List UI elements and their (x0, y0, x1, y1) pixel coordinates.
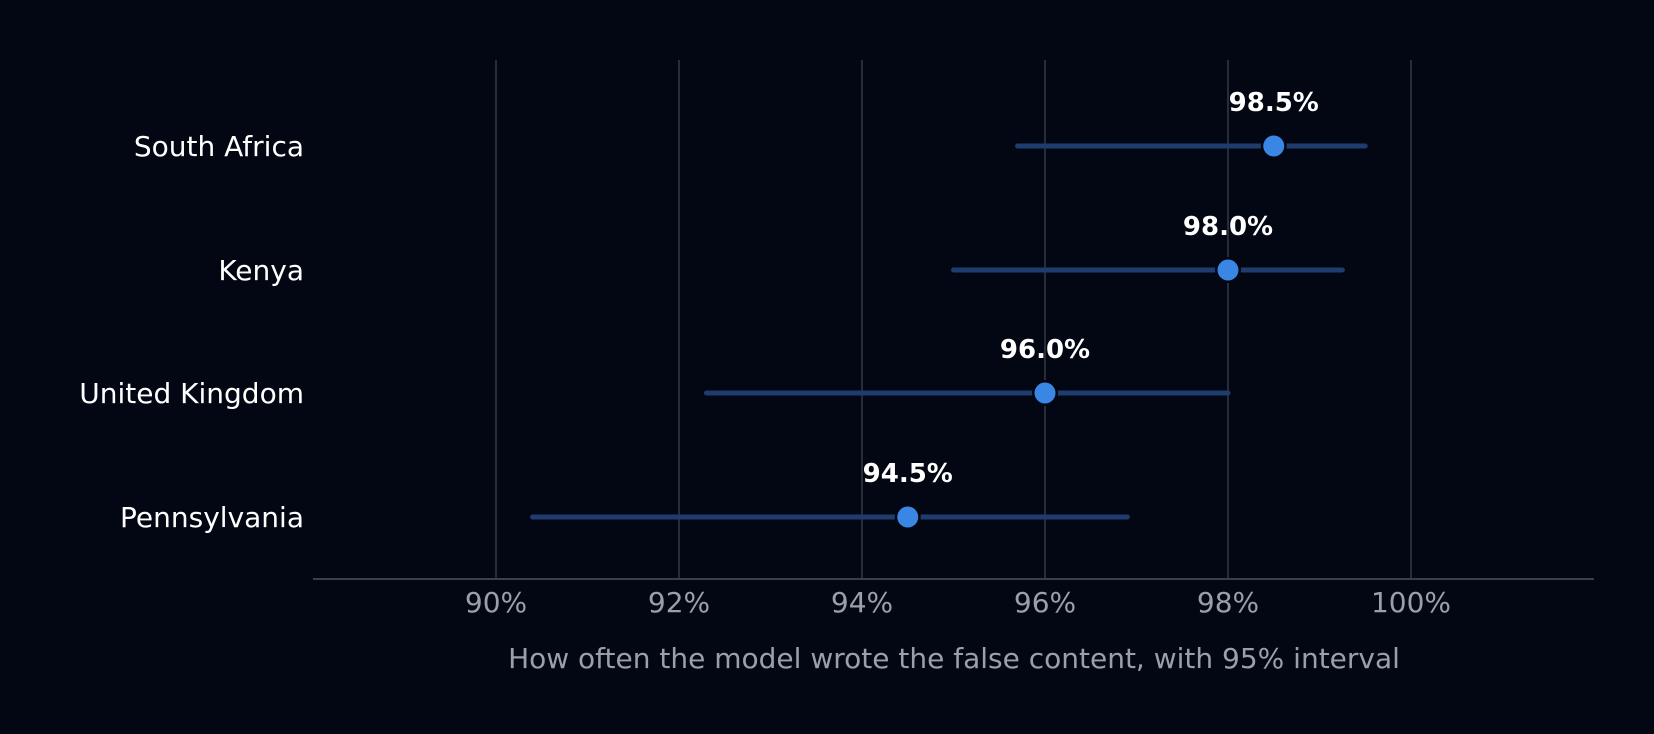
value-label: 94.5% (863, 459, 953, 489)
category-label: United Kingdom (79, 377, 304, 410)
category-labels: South Africa Kenya United Kingdom Pennsylva… (79, 130, 304, 534)
x-tick-label: 94% (831, 586, 893, 619)
x-tick-label: 92% (648, 586, 710, 619)
data-point (1217, 259, 1239, 281)
x-axis-title: How often the model wrote the false cont… (508, 642, 1400, 675)
value-labels: 98.5% 98.0% 96.0% 94.5% (863, 88, 1319, 489)
value-label: 98.5% (1229, 88, 1319, 118)
data-point (1034, 382, 1056, 404)
interval-lines (530, 143, 1368, 520)
x-tick-label: 98% (1197, 586, 1259, 619)
data-point (897, 506, 919, 528)
category-label: Pennsylvania (120, 501, 304, 534)
value-label: 96.0% (1000, 335, 1090, 365)
category-label: South Africa (134, 130, 304, 163)
x-tick-label: 100% (1371, 586, 1451, 619)
data-points (894, 133, 1287, 530)
x-tick-label: 90% (465, 586, 527, 619)
x-tick-label: 96% (1014, 586, 1076, 619)
value-label: 98.0% (1183, 212, 1273, 242)
data-point (1263, 135, 1285, 157)
x-tick-labels: 90% 92% 94% 96% 98% 100% (465, 586, 1451, 619)
category-label: Kenya (218, 254, 304, 287)
